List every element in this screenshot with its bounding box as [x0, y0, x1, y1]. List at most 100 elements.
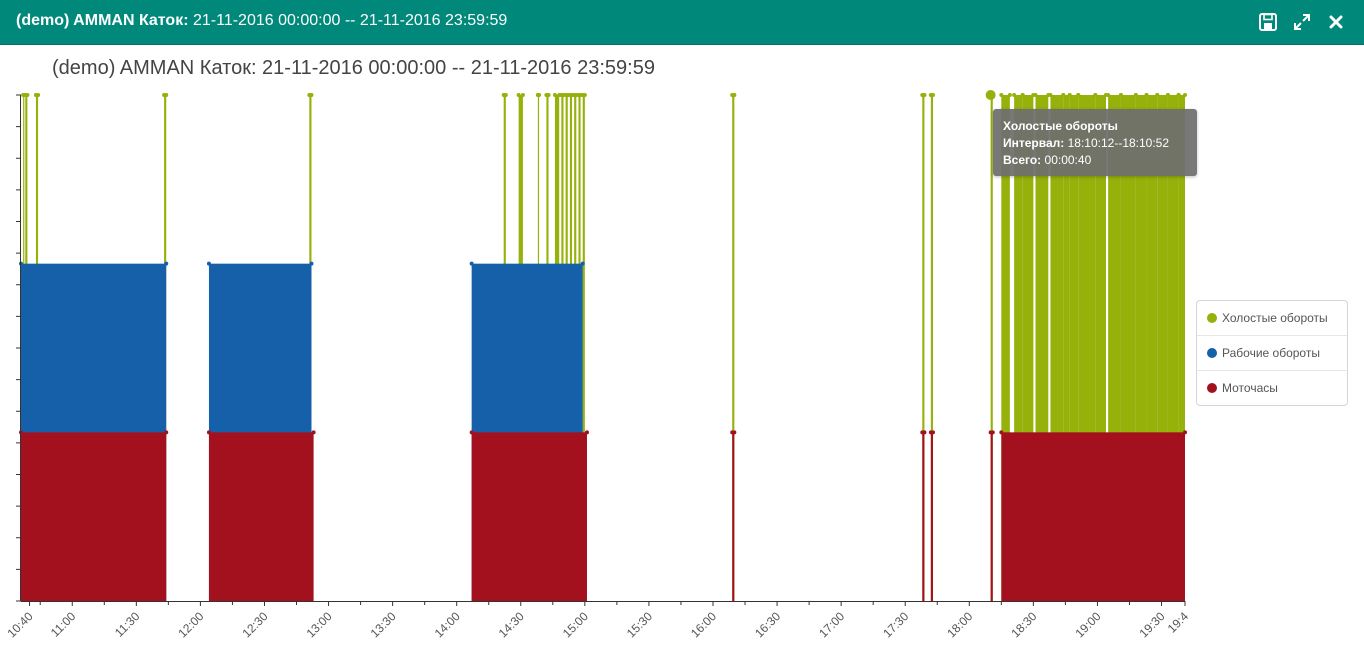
tooltip-total-label: Всего: [1003, 153, 1042, 167]
series-point-3-17-b [922, 93, 927, 97]
series-point-3-7-b [537, 93, 542, 97]
legend-dot-idle [1207, 313, 1217, 323]
legend-label-working: Рабочие обороты [1222, 346, 1320, 360]
x-tick-label-19: 19:4 [1165, 609, 1192, 636]
series-mark-3-31 [1135, 95, 1147, 601]
series-point-2-1-a [206, 261, 211, 266]
x-tick-label-17: 19:00 [1072, 609, 1103, 640]
series-point-1-2-a [469, 430, 474, 435]
series-mark-3-35 [1178, 95, 1185, 601]
series-point-3-35-b [1183, 93, 1187, 97]
series-mark-3-21 [1014, 95, 1023, 601]
series-point-3-31-a [1133, 93, 1138, 97]
series-point-3-3-b [164, 93, 169, 97]
legend-label-idle: Холостые обороты [1222, 311, 1328, 325]
series-mark-3-18 [930, 95, 933, 601]
chart-area: (demo) AMMAN Каток: 21-11-2016 00:00:00 … [0, 45, 1364, 652]
series-mark-3-19 [990, 95, 993, 601]
window-title-bold: (demo) AMMAN Каток: [16, 12, 189, 29]
series-point-3-9-a [552, 93, 557, 97]
series-mark-3-28 [1095, 95, 1106, 601]
chart-tooltip: Холостые обороты Интервал: 18:10:12--18:… [993, 109, 1197, 176]
x-tick-label-0: 10:40 [5, 609, 36, 640]
save-icon[interactable] [1258, 12, 1278, 32]
series-point-3-16-b [732, 93, 737, 97]
chart-svg: (demo) AMMAN Каток: 21-11-2016 00:00:00 … [5, 57, 1192, 640]
series-mark-3-17 [922, 95, 925, 601]
series-point-3-2-b [36, 93, 41, 97]
legend: Холостые обороты Рабочие обороты Моточас… [1196, 300, 1348, 406]
x-tick-label-4: 12:30 [239, 609, 270, 640]
series-point-3-5-b [503, 93, 508, 97]
series-point-1-7-b [1183, 430, 1187, 435]
series-mark-1-7 [1001, 432, 1185, 601]
window-title: (demo) AMMAN Каток: 21-11-2016 00:00:00 … [16, 12, 507, 30]
series-point-3-27-a [1076, 93, 1081, 97]
series-point-1-4-b [922, 430, 927, 435]
series-point-1-0-b [164, 430, 169, 435]
series-point-1-2-b [584, 430, 589, 435]
series-mark-1-0 [21, 432, 167, 601]
series-mark-1-2 [471, 432, 587, 601]
series-mark-1-4 [922, 432, 925, 601]
close-icon[interactable] [1326, 12, 1346, 32]
series-point-3-18-b [930, 93, 935, 97]
window-controls [1258, 12, 1346, 32]
tooltip-series: Холостые обороты [1003, 119, 1118, 133]
series-point-1-1-b [311, 430, 316, 435]
legend-dot-hours [1207, 383, 1217, 393]
tooltip-interval-value: 18:10:12--18:10:52 [1067, 136, 1170, 150]
legend-item-hours[interactable]: Моточасы [1197, 371, 1347, 405]
series-point-3-32-a [1144, 93, 1149, 97]
series-point-3-33-a [1155, 93, 1160, 97]
x-tick-label-16: 18:30 [1008, 609, 1039, 640]
series-point-3-29-a [1106, 93, 1111, 97]
x-tick-label-7: 14:00 [432, 609, 463, 640]
series-point-3-4-b [309, 93, 314, 97]
x-tick-label-18: 19:30 [1136, 609, 1167, 640]
series-point-3-6-a [516, 93, 521, 97]
x-tick-label-13: 17:00 [816, 609, 847, 640]
series-point-3-24-a [1048, 93, 1053, 97]
series-mark-3-15 [582, 95, 585, 601]
series-point-3-35-a [1176, 93, 1181, 97]
legend-item-working[interactable]: Рабочие обороты [1197, 336, 1347, 371]
series-point-1-3-b [732, 430, 737, 435]
series-mark-3-32 [1146, 95, 1158, 601]
series-point-3-23-a [1033, 93, 1038, 97]
series-point-3-22-a [1020, 93, 1025, 97]
series-point-3-34-a [1165, 93, 1170, 97]
series-mark-3-34 [1167, 95, 1179, 601]
series-mark-3-25 [1063, 95, 1070, 601]
legend-dot-working [1207, 348, 1217, 358]
x-tick-label-3: 12:00 [175, 609, 206, 640]
series-point-2-0-b [164, 261, 169, 266]
series-point-1-5-b [930, 430, 935, 435]
series-point-1-7-a [999, 430, 1004, 435]
x-tick-label-10: 15:30 [624, 609, 655, 640]
x-tick-label-15: 18:00 [944, 609, 975, 640]
series-mark-1-3 [732, 432, 735, 601]
series-point-3-30-a [1118, 93, 1123, 97]
series-point-3-20-b [1007, 93, 1012, 97]
hover-point [985, 90, 996, 100]
x-tick-label-11: 16:00 [688, 609, 719, 640]
series-point-1-1-a [206, 430, 211, 435]
window-title-rest: 21-11-2016 00:00:00 -- 21-11-2016 23:59:… [188, 12, 508, 29]
legend-label-hours: Моточасы [1222, 381, 1278, 395]
expand-icon[interactable] [1292, 12, 1312, 32]
window-titlebar: (demo) AMMAN Каток: 21-11-2016 00:00:00 … [0, 0, 1364, 45]
series-point-3-20-a [999, 93, 1004, 97]
series-point-2-2-b [580, 261, 585, 266]
x-tick-label-1: 11:00 [48, 609, 79, 640]
series-point-3-1-b [25, 93, 30, 97]
series-point-2-2-a [469, 261, 474, 266]
series-point-3-28-a [1093, 93, 1098, 97]
legend-item-idle[interactable]: Холостые обороты [1197, 301, 1347, 336]
x-tick-label-2: 11:30 [112, 609, 143, 640]
series-mark-3-33 [1157, 95, 1168, 601]
series-mark-3-16 [732, 95, 735, 601]
x-tick-label-8: 14:30 [496, 609, 527, 640]
series-mark-1-6 [990, 432, 993, 601]
